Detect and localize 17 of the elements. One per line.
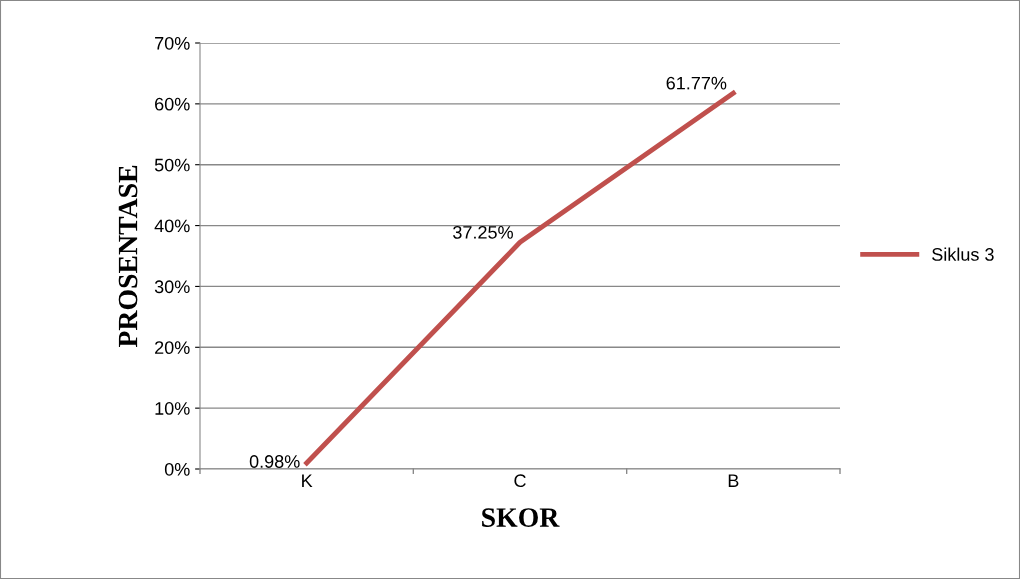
y-axis-title: PROSENTASE xyxy=(118,165,138,348)
x-tick-label: B xyxy=(728,474,739,487)
data-label: 37.25% xyxy=(453,225,513,239)
x-tick-label: K xyxy=(302,474,313,487)
data-label: 0.98% xyxy=(249,455,300,468)
y-tick-label: 60% xyxy=(155,97,190,111)
x-tick-label: C xyxy=(514,474,526,488)
x-axis-title: SKOR xyxy=(482,508,560,527)
legend-label: Siklus 3 xyxy=(932,247,994,261)
y-tick-label: 40% xyxy=(154,219,190,233)
y-tick-label: 50% xyxy=(154,158,190,172)
y-tick-label: 30% xyxy=(154,280,190,294)
y-tick-label: 70% xyxy=(155,36,190,50)
y-tick-label: 10% xyxy=(155,402,190,415)
data-label: 61.77% xyxy=(666,76,727,90)
y-tick-label: 0% xyxy=(164,462,190,476)
y-tick-label: 20% xyxy=(155,341,190,355)
